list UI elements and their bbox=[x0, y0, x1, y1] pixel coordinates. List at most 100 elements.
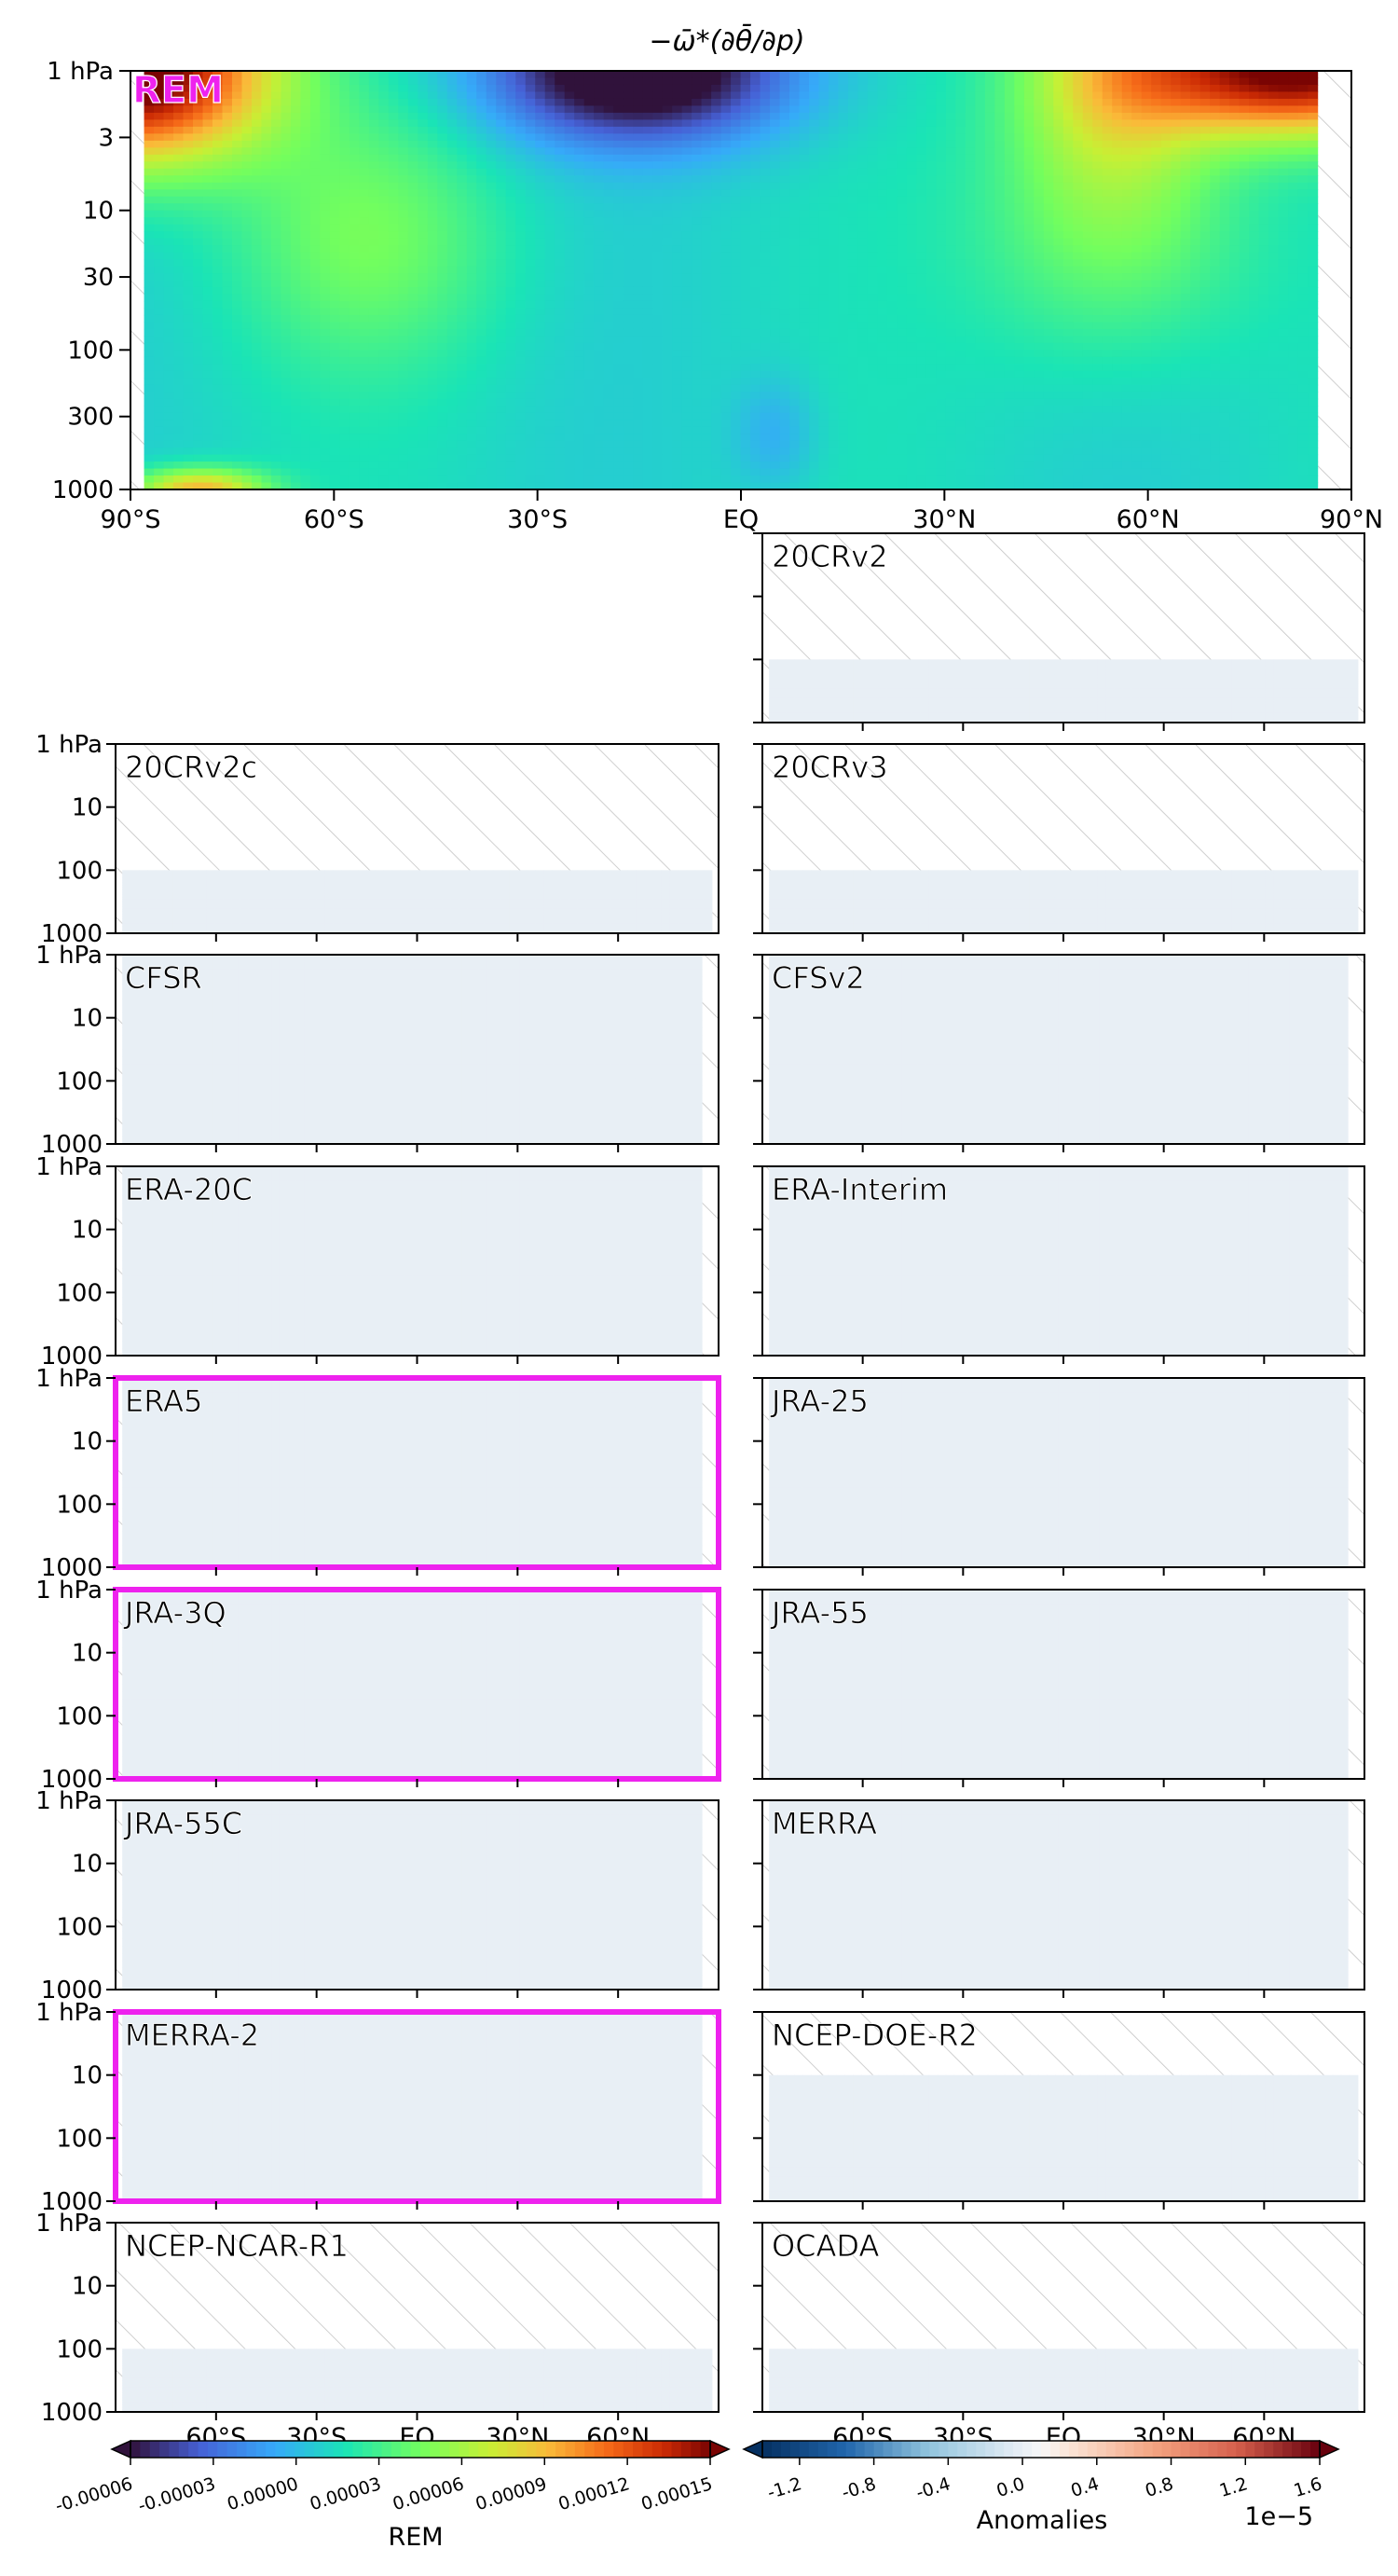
colorbar-cell bbox=[1254, 2441, 1265, 2458]
colorbar-cell bbox=[957, 2441, 967, 2458]
colorbar-tick-label: 1.6 bbox=[1292, 2473, 1324, 2501]
ytick-label: 10 bbox=[72, 1851, 103, 1879]
ytick-label: 1 hPa bbox=[35, 1577, 103, 1605]
colorbar-cell bbox=[256, 2441, 267, 2458]
colorbar-cell bbox=[459, 2441, 469, 2458]
panel-label: NCEP-DOE-R2 bbox=[772, 2018, 978, 2053]
colorbar-cell bbox=[411, 2441, 421, 2458]
colorbar-tick-label: 0.00000 bbox=[225, 2473, 301, 2514]
panel-ncep-doe-r2: NCEP-DOE-R2 bbox=[753, 2012, 1364, 2210]
ytick-label: 100 bbox=[56, 1491, 103, 1519]
colorbar-cell bbox=[1282, 2441, 1293, 2458]
colorbar-tick-label: 0.00009 bbox=[473, 2473, 550, 2514]
colorbar-cell bbox=[1116, 2441, 1126, 2458]
ytick-label: 1 hPa bbox=[35, 1999, 103, 2027]
colorbar-cell bbox=[837, 2441, 847, 2458]
colorbar-cell bbox=[976, 2441, 986, 2458]
colorbar-cell bbox=[237, 2441, 247, 2458]
panel-label: NCEP-NCAR-R1 bbox=[125, 2228, 349, 2264]
colorbar-cell bbox=[420, 2441, 431, 2458]
colorbar-cell bbox=[575, 2441, 585, 2458]
colorbar-cell bbox=[334, 2441, 344, 2458]
colorbar-cell bbox=[701, 2441, 711, 2458]
rem-xtick-label: 60°S bbox=[304, 505, 364, 534]
colorbar-cell bbox=[1125, 2441, 1135, 2458]
colorbar-cell bbox=[179, 2441, 189, 2458]
colorbar-extend-low bbox=[744, 2441, 762, 2458]
panel-cells bbox=[769, 2349, 1358, 2412]
colorbar-cell bbox=[1032, 2441, 1042, 2458]
colorbar-cell bbox=[507, 2441, 517, 2458]
colorbar-cell bbox=[691, 2441, 701, 2458]
colorbar-cell bbox=[828, 2441, 838, 2458]
colorbar-cell bbox=[1189, 2441, 1199, 2458]
colorbar-tick-label: 0.00012 bbox=[556, 2473, 633, 2514]
rem-xtick-label: 30°N bbox=[912, 505, 976, 534]
panel-label: JRA-3Q bbox=[123, 1595, 226, 1631]
colorbar-cell bbox=[208, 2441, 218, 2458]
colorbar-cell bbox=[1022, 2441, 1033, 2458]
ytick-label: 10 bbox=[72, 794, 103, 822]
colorbar-cell bbox=[555, 2441, 566, 2458]
colorbar-cell bbox=[1013, 2441, 1023, 2458]
colorbar-tick-label: 1.2 bbox=[1217, 2473, 1250, 2501]
colorbar-cell bbox=[948, 2441, 958, 2458]
ytick-label: 1 hPa bbox=[35, 1365, 103, 1393]
colorbar-cell bbox=[985, 2441, 995, 2458]
panel-label: CFSR bbox=[125, 960, 202, 996]
colorbar-cell bbox=[911, 2441, 921, 2458]
panel-label-rem: REM bbox=[132, 69, 224, 112]
ytick-label: 1 hPa bbox=[35, 731, 103, 759]
colorbar-cell bbox=[672, 2441, 682, 2458]
panel-label: JRA-55C bbox=[123, 1806, 242, 1841]
colorbar-tick-label: 0.00006 bbox=[391, 2473, 467, 2514]
colorbar-cell bbox=[1217, 2441, 1227, 2458]
panel-label: 20CRv3 bbox=[772, 750, 888, 785]
colorbar-cell bbox=[1078, 2441, 1089, 2458]
colorbar-cell bbox=[295, 2441, 305, 2458]
colorbar-cell bbox=[305, 2441, 315, 2458]
ytick-label: 10 bbox=[72, 1217, 103, 1245]
figure-title: −ω̄*(∂θ̄/∂p) bbox=[649, 24, 804, 58]
colorbar-cell bbox=[1041, 2441, 1051, 2458]
colorbar-cell bbox=[1236, 2441, 1246, 2458]
panel-cells bbox=[769, 659, 1358, 723]
colorbar-cell bbox=[856, 2441, 866, 2458]
rem-ytick-label: 1000 bbox=[52, 476, 114, 504]
colorbar-cell bbox=[1004, 2441, 1014, 2458]
colorbar-cell bbox=[1181, 2441, 1191, 2458]
colorbar-label: Anomalies bbox=[977, 2506, 1108, 2535]
colorbar-cell bbox=[130, 2441, 141, 2458]
ytick-label: 1 hPa bbox=[35, 2210, 103, 2238]
colorbar-cell bbox=[1172, 2441, 1182, 2458]
colorbar-extend-high bbox=[1320, 2441, 1338, 2458]
ytick-label: 10 bbox=[72, 1640, 103, 1668]
colorbar-cell bbox=[1088, 2441, 1098, 2458]
ytick-label: 100 bbox=[56, 857, 103, 885]
ytick-label: 1 hPa bbox=[35, 942, 103, 970]
colorbar-cell bbox=[498, 2441, 508, 2458]
colorbar-multiplier: 1e−5 bbox=[1244, 2502, 1313, 2531]
ytick-label: 100 bbox=[56, 2125, 103, 2153]
panel-era-interim: ERA-Interim bbox=[753, 1166, 1364, 1364]
colorbar-cell bbox=[150, 2441, 160, 2458]
colorbar-cell bbox=[488, 2441, 499, 2458]
rem-ytick-label: 100 bbox=[67, 337, 114, 365]
ytick-label: 1 hPa bbox=[35, 1787, 103, 1815]
colorbar-cell bbox=[1292, 2441, 1302, 2458]
colorbar-cell bbox=[846, 2441, 857, 2458]
panel-cells bbox=[769, 2075, 1358, 2202]
colorbar-tick-label: -0.4 bbox=[913, 2473, 953, 2503]
colorbar-cell bbox=[440, 2441, 450, 2458]
colorbar-cell bbox=[781, 2441, 791, 2458]
colorbar-cell bbox=[865, 2441, 875, 2458]
